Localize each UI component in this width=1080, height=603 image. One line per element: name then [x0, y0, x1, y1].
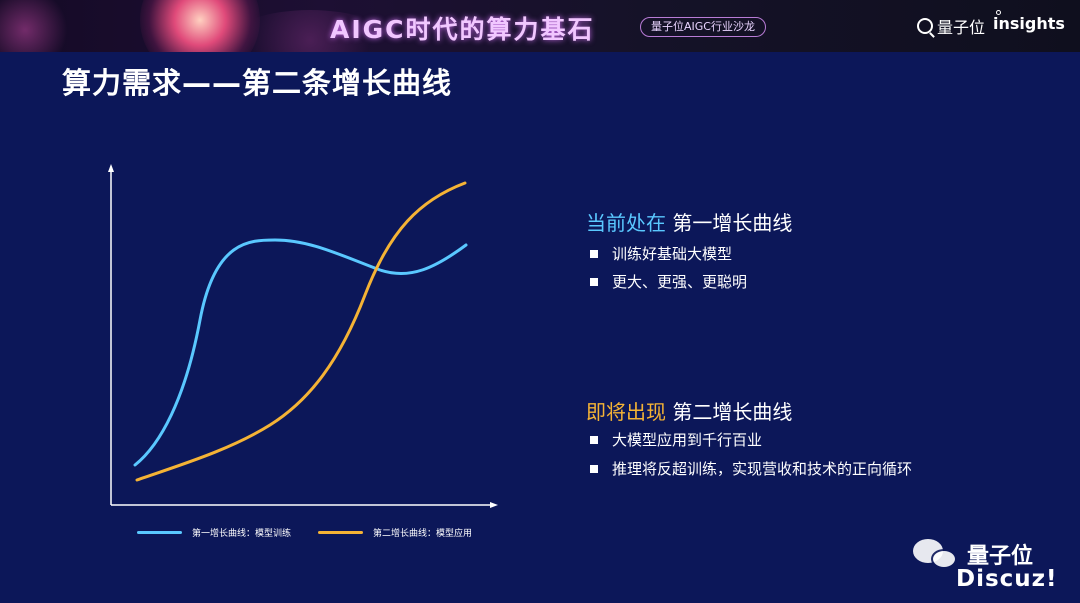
list-item: 大模型应用到千行百业: [590, 429, 762, 450]
legend-swatch: [318, 531, 363, 534]
insights-logo-text: insights: [993, 14, 1065, 33]
banner-planet-decoration: [140, 0, 260, 52]
list-item-text: 训练好基础大模型: [612, 245, 733, 263]
brand-logo-text: 量子位: [937, 18, 986, 37]
discuz-watermark: Discuz!: [956, 566, 1058, 592]
legend-swatch: [137, 531, 182, 534]
list-item-text: 更大、更强、更聪明: [612, 273, 748, 291]
page-title: 算力需求——第二条增长曲线: [62, 66, 453, 100]
list-item-text: 大模型应用到千行百业: [612, 431, 763, 449]
y-axis-arrow-icon: [108, 164, 114, 172]
section-heading-highlight: 即将出现: [586, 400, 666, 424]
growth-curves-diagram: [108, 164, 498, 508]
bullet-square-icon: [590, 435, 598, 444]
insights-logo: insights: [993, 10, 1065, 33]
wechat-watermark: 量子位: [913, 537, 1033, 571]
section-heading-text: 第一增长曲线: [666, 211, 793, 235]
wechat-icon: [913, 537, 961, 571]
legend-item-first-curve: 第一增长曲线：模型训练: [137, 526, 291, 539]
watermark-name: 量子位: [967, 544, 1034, 569]
section-heading-highlight: 当前处在: [586, 211, 666, 235]
section-heading-text: 第二增长曲线: [666, 400, 793, 424]
list-item: 推理将反超训练，实现营收和技术的正向循环: [590, 458, 912, 479]
banner-badge: 量子位AIGC行业沙龙: [640, 17, 766, 37]
banner-title: AIGC时代的算力基石: [330, 15, 595, 44]
list-item: 训练好基础大模型: [590, 243, 732, 264]
legend-label: 第一增长曲线：模型训练: [192, 529, 292, 539]
bullet-square-icon: [590, 249, 598, 258]
header-banner: AIGC时代的算力基石 量子位AIGC行业沙龙 量子位 insights: [0, 0, 1080, 52]
list-item: 更大、更强、更聪明: [590, 271, 747, 292]
banner-glow: [230, 10, 390, 52]
bullet-square-icon: [590, 464, 598, 473]
legend-item-second-curve: 第二增长曲线：模型应用: [318, 526, 472, 539]
section-heading-upcoming: 即将出现 第二增长曲线: [586, 396, 792, 425]
insights-dot-icon: [996, 10, 1001, 15]
qbitai-logo-icon: [917, 18, 933, 34]
legend-label: 第二增长曲线：模型应用: [373, 529, 473, 539]
x-axis-arrow-icon: [490, 502, 498, 508]
section-heading-current: 当前处在 第一增长曲线: [586, 207, 792, 236]
first-growth-curve: [133, 238, 468, 467]
banner-glow: [0, 0, 70, 52]
list-item-text: 推理将反超训练，实现营收和技术的正向循环: [612, 460, 913, 478]
bullet-square-icon: [590, 277, 598, 286]
brand-logo: 量子位: [917, 14, 985, 38]
second-growth-curve: [135, 181, 467, 482]
